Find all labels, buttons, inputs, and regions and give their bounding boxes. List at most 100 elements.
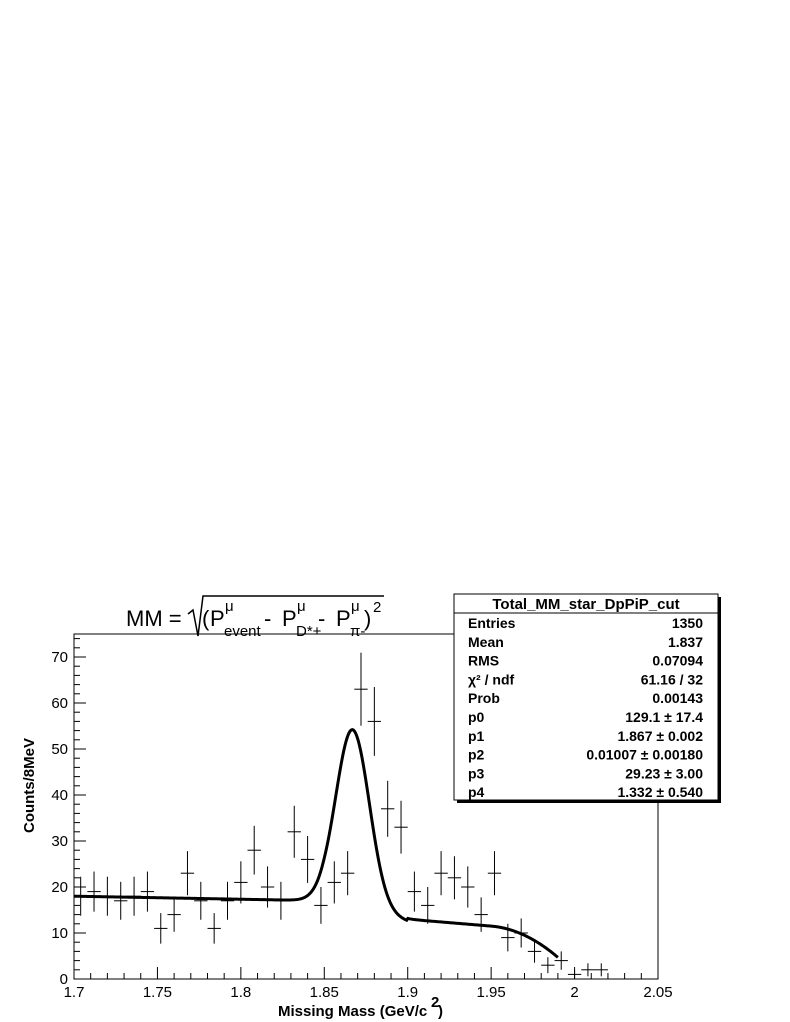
y-axis: 0 10 20 30 40 50 60 70 xyxy=(51,638,86,988)
data-point xyxy=(394,800,408,854)
title-minus-1: - xyxy=(264,606,271,631)
data-point xyxy=(447,856,462,900)
title-sub-dstar: D*+ xyxy=(296,623,322,640)
title-lhs: MM = xyxy=(126,606,182,631)
data-point xyxy=(554,951,568,970)
y-tick-label: 40 xyxy=(51,787,68,804)
x-axis-title-end: ) xyxy=(438,1003,443,1020)
title-p-event: P xyxy=(210,606,225,631)
x-tick-label: 1.85 xyxy=(310,984,339,1001)
chart-title: MM = ( P μ event - P μ D*+ - P μ π- ) 2 xyxy=(126,595,384,640)
y-tick-label: 60 xyxy=(51,695,68,712)
stats-rows: Entries 1350 Mean 1.837 RMS 0.07094 χ² / ndf 61… xyxy=(468,615,703,800)
title-p-pi: P xyxy=(336,606,351,631)
data-point xyxy=(434,851,448,896)
x-tick-label: 2 xyxy=(570,984,578,1001)
x-tick-label: 1.9 xyxy=(397,984,418,1001)
data-point xyxy=(207,913,221,944)
y-axis-title: Counts/8MeV xyxy=(21,738,38,833)
data-point xyxy=(421,887,435,924)
data-point xyxy=(154,913,168,944)
data-point xyxy=(167,897,181,932)
stats-row-label: p3 xyxy=(468,765,485,781)
svg-text:Missing Mass (GeV/c: Missing Mass (GeV/c xyxy=(278,1003,427,1020)
data-point xyxy=(581,963,595,977)
title-mu-1: μ xyxy=(225,598,234,615)
data-point xyxy=(234,861,248,904)
x-axis-title: Missing Mass (GeV/c 2 ) xyxy=(278,994,443,1020)
stats-row-value: 1.837 xyxy=(668,634,703,650)
data-point xyxy=(527,940,542,963)
data-points xyxy=(74,652,608,979)
stats-row-label: χ² / ndf xyxy=(468,671,514,687)
x-tick-label: 1.7 xyxy=(64,984,85,1001)
x-tick-label: 1.75 xyxy=(143,984,172,1001)
stats-row-label: p0 xyxy=(468,709,485,725)
stats-row-value: 1.332 ± 0.540 xyxy=(617,784,703,800)
data-point xyxy=(220,881,235,920)
y-tick-label: 70 xyxy=(51,649,68,666)
title-close-paren: ) xyxy=(364,606,371,631)
data-point xyxy=(314,887,328,924)
y-tick-label: 0 xyxy=(60,971,68,988)
data-point xyxy=(461,866,475,908)
data-point xyxy=(567,969,582,979)
title-square: 2 xyxy=(373,599,381,616)
data-point xyxy=(287,805,301,858)
data-point xyxy=(260,866,275,908)
data-point xyxy=(541,957,555,974)
y-tick-label: 50 xyxy=(51,741,68,758)
data-point xyxy=(594,963,608,977)
stats-row-label: Entries xyxy=(468,615,516,631)
stats-row-value: 0.00143 xyxy=(652,690,703,706)
data-point xyxy=(327,861,341,904)
stats-row-label: RMS xyxy=(468,653,499,669)
stats-row-value: 29.23 ± 3.00 xyxy=(625,765,703,781)
stats-row-value: 0.07094 xyxy=(652,653,703,669)
fit-curve xyxy=(73,728,559,959)
data-point xyxy=(114,881,128,920)
data-point xyxy=(487,851,502,896)
y-tick-label: 20 xyxy=(51,879,68,896)
x-tick-label: 1.8 xyxy=(230,984,251,1001)
data-point xyxy=(180,851,195,896)
stats-box-title: Total_MM_star_DpPiP_cut xyxy=(492,596,679,613)
data-point xyxy=(340,851,355,896)
x-tick-label: 2.05 xyxy=(643,984,672,1001)
x-axis-title-main: Missing Mass (GeV/c xyxy=(278,1003,427,1020)
data-point xyxy=(247,825,261,875)
stats-row-value: 1.867 ± 0.002 xyxy=(617,728,703,744)
data-point xyxy=(194,881,208,920)
data-point xyxy=(367,686,382,756)
stats-row-value: 61.16 / 32 xyxy=(641,671,703,687)
stats-row-value: 129.1 ± 17.4 xyxy=(625,709,703,725)
x-axis-title-sup: 2 xyxy=(431,994,439,1011)
stats-row-label: p2 xyxy=(468,747,485,763)
stats-box: Total_MM_star_DpPiP_cut Entries 1350 Mean 1… xyxy=(453,593,721,803)
title-minus-2: - xyxy=(318,606,325,631)
sqrt-symbol xyxy=(187,595,384,637)
data-point xyxy=(140,871,155,912)
data-point xyxy=(300,835,315,883)
title-sub-pi: π- xyxy=(350,623,365,640)
x-tick-label: 1.95 xyxy=(477,984,506,1001)
stats-row-label: Mean xyxy=(468,634,504,650)
data-point xyxy=(407,871,422,912)
title-p-dstar: P xyxy=(282,606,297,631)
title-open-paren: ( xyxy=(202,606,210,631)
y-tick-label: 30 xyxy=(51,833,68,850)
title-mu-2: μ xyxy=(297,598,306,615)
stats-row-label: p4 xyxy=(468,784,485,800)
stats-row-value: 0.01007 ± 0.00180 xyxy=(586,747,703,763)
title-mu-3: μ xyxy=(351,598,360,615)
x-axis: 1.7 1.75 1.8 1.85 1.9 1.95 2 2.05 xyxy=(64,967,673,1001)
plot-frame xyxy=(73,633,659,980)
data-point xyxy=(354,652,368,726)
stats-row-label: Prob xyxy=(468,690,500,706)
data-point xyxy=(381,780,395,837)
svg-text:MM =: MM = xyxy=(126,606,182,631)
stats-row-value: 1350 xyxy=(672,615,703,631)
y-tick-label: 10 xyxy=(51,925,68,942)
title-sub-event: event xyxy=(224,623,262,640)
